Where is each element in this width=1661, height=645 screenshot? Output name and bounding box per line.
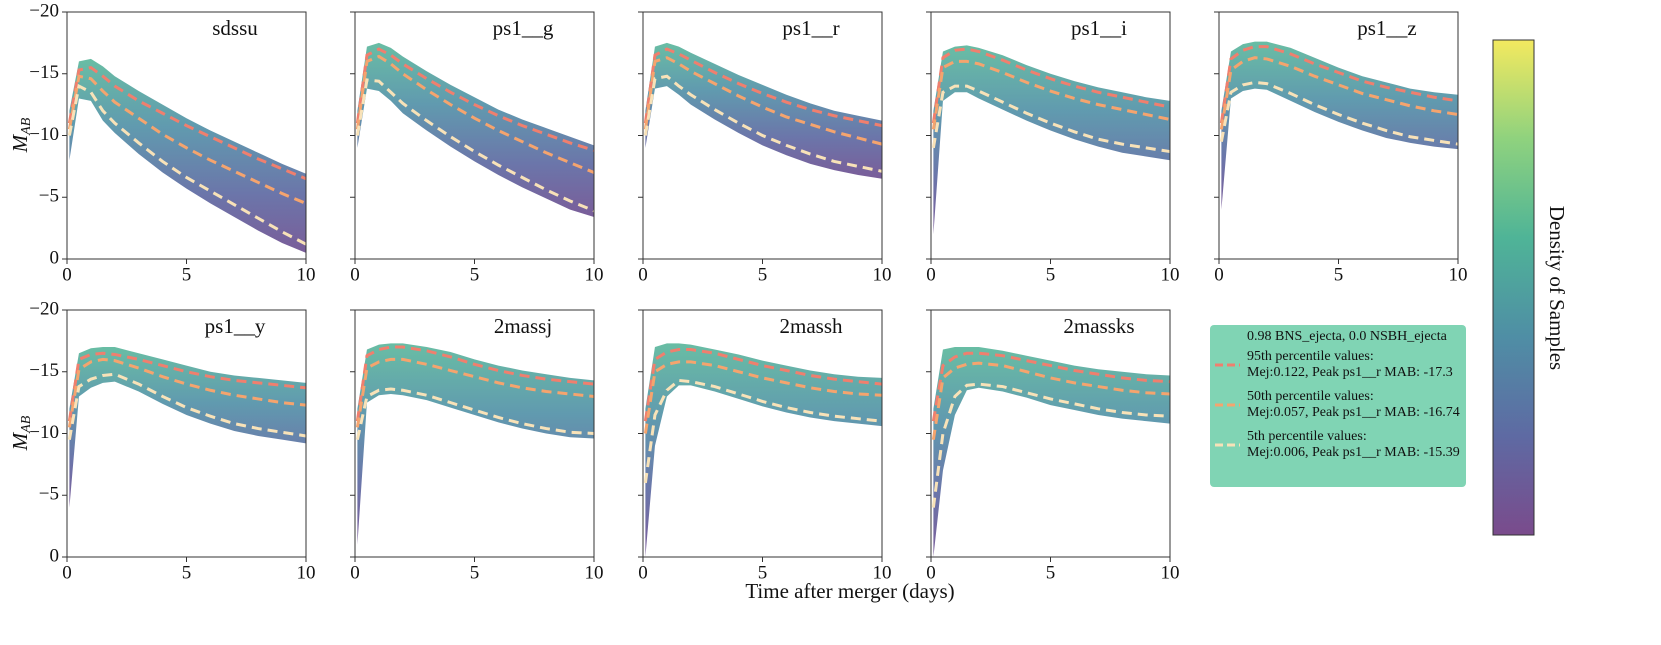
y-tick-label: 0	[50, 545, 60, 566]
y-axis-label-main: M	[8, 431, 32, 451]
x-tick-label: 10	[297, 562, 316, 583]
density-region	[69, 58, 306, 253]
percentile-line	[931, 382, 1171, 508]
x-tick-label: 5	[470, 562, 480, 583]
x-tick-label: 5	[182, 264, 192, 285]
percentile-line	[1219, 80, 1459, 146]
panel-title: sdssu	[212, 16, 258, 40]
x-tick-label: 10	[873, 562, 892, 583]
panel-title: 2massks	[1063, 314, 1134, 338]
percentile-line	[355, 47, 595, 152]
x-tick-label: 10	[1161, 264, 1180, 285]
y-tick-label: −5	[39, 186, 59, 207]
percentile-line	[355, 54, 595, 174]
panel-title: 2massj	[494, 314, 552, 338]
y-axis-label-sub: AB	[19, 415, 34, 434]
percentile-line	[931, 361, 1171, 440]
percentile-line	[643, 56, 883, 146]
density-region	[645, 42, 882, 179]
y-axis-label-sub: AB	[19, 117, 34, 136]
x-tick-label: 5	[1046, 562, 1056, 583]
x-tick-label: 10	[585, 264, 604, 285]
colorbar	[1492, 39, 1535, 536]
x-tick-label: 10	[873, 264, 892, 285]
density-region	[357, 343, 594, 545]
percentile-line	[355, 387, 595, 440]
percentile-line	[643, 74, 883, 173]
y-tick-label: −15	[29, 62, 59, 83]
percentile-line	[643, 360, 883, 434]
x-tick-label: 10	[585, 562, 604, 583]
x-tick-label: 10	[1161, 562, 1180, 583]
y-axis-label: MAB	[8, 117, 34, 153]
panel-title: ps1__g	[493, 16, 554, 40]
legend-title: 0.98 BNS_ejecta, 0.0 NSBH_ejecta	[1247, 329, 1448, 344]
density-region	[645, 343, 882, 557]
percentile-line	[67, 65, 307, 181]
y-tick-label: −10	[29, 422, 59, 443]
percentile-line	[1219, 56, 1459, 130]
density-region	[357, 42, 594, 218]
percentile-line	[931, 351, 1171, 422]
y-tick-label: −20	[29, 298, 59, 319]
x-tick-label: 10	[297, 264, 316, 285]
y-tick-label: −20	[29, 0, 59, 21]
legend-detail: Mej:0.057, Peak ps1__r MAB: -16.74	[1247, 405, 1460, 420]
panel-title: ps1__z	[1357, 16, 1417, 40]
density-region	[1221, 41, 1458, 210]
percentile-line	[931, 59, 1171, 130]
colorbar-label: Density of Samples	[1545, 206, 1569, 370]
percentile-line	[67, 83, 307, 246]
legend-detail: Mej:0.122, Peak ps1__r MAB: -17.3	[1247, 365, 1453, 380]
percentile-line	[67, 372, 307, 440]
legend-detail: Mej:0.006, Peak ps1__r MAB: -15.39	[1247, 445, 1460, 460]
x-tick-label: 0	[926, 264, 936, 285]
percentile-line	[355, 345, 595, 422]
x-tick-label: 0	[350, 264, 360, 285]
percentile-line	[931, 47, 1171, 124]
x-tick-label: 0	[350, 562, 360, 583]
x-tick-label: 5	[182, 562, 192, 583]
percentile-line	[643, 47, 883, 128]
x-tick-label: 5	[758, 264, 768, 285]
percentile-line	[931, 84, 1171, 154]
panel-title: ps1__r	[782, 16, 839, 40]
x-tick-label: 10	[1449, 264, 1468, 285]
density-region	[933, 347, 1170, 557]
y-axis-label-main: M	[8, 133, 32, 153]
x-tick-label: 0	[62, 562, 72, 583]
y-tick-label: −5	[39, 484, 59, 505]
legend-label: 5th percentile values:	[1247, 429, 1367, 444]
percentile-line	[643, 378, 883, 484]
y-tick-label: 0	[50, 247, 60, 268]
percentile-line	[643, 348, 883, 422]
density-region	[69, 347, 306, 508]
x-tick-label: 0	[62, 264, 72, 285]
x-tick-label: 0	[638, 264, 648, 285]
x-tick-label: 5	[1334, 264, 1344, 285]
x-tick-label: 5	[758, 562, 768, 583]
y-axis-label: MAB	[8, 415, 34, 451]
panel-title: 2massh	[780, 314, 844, 338]
legend-box	[1210, 325, 1466, 487]
panel-title: ps1__i	[1071, 16, 1127, 40]
x-tick-label: 5	[470, 264, 480, 285]
y-tick-label: −10	[29, 124, 59, 145]
legend-label: 50th percentile values:	[1247, 389, 1374, 404]
y-tick-label: −15	[29, 360, 59, 381]
x-tick-label: 5	[1046, 264, 1056, 285]
x-axis-label: Time after merger (days)	[745, 579, 954, 603]
percentile-line	[67, 74, 307, 205]
x-tick-label: 0	[638, 562, 648, 583]
panel-title: ps1__y	[205, 314, 266, 338]
legend-label: 95th percentile values:	[1247, 349, 1374, 364]
percentile-line	[355, 357, 595, 428]
percentile-line	[67, 351, 307, 422]
x-tick-label: 0	[1214, 264, 1224, 285]
x-tick-label: 0	[926, 562, 936, 583]
density-region	[933, 45, 1170, 235]
percentile-line	[67, 357, 307, 428]
percentile-line	[355, 78, 595, 213]
